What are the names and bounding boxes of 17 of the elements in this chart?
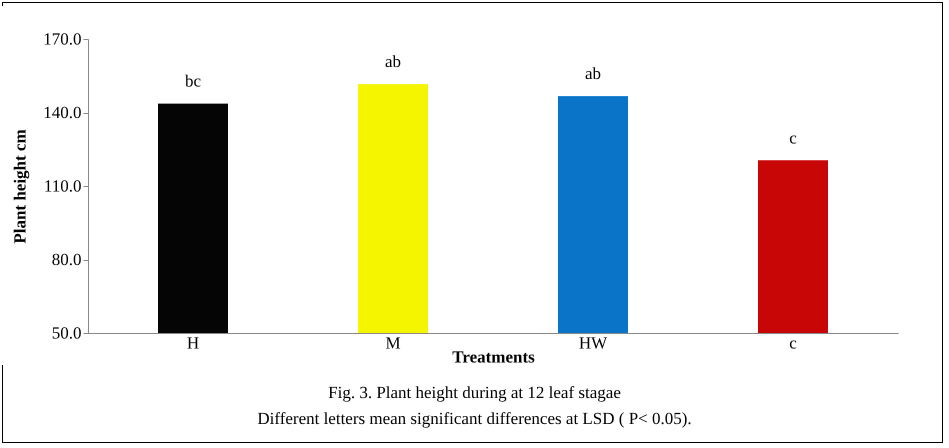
annotation: ab	[384, 52, 402, 72]
y-tick-label: 110.0	[44, 176, 82, 196]
y-tick-label: 170.0	[43, 30, 82, 48]
x-tick-label: H	[186, 334, 200, 352]
annotation: c	[789, 128, 798, 148]
x-tick-label: M	[385, 334, 401, 352]
text: Different letters mean significant differences at LSD ( P< 0.05).	[256, 408, 693, 430]
y-tick-label: 80.0	[52, 250, 82, 269]
x-tick-label: c	[789, 334, 798, 352]
annotation: bc	[184, 72, 202, 91]
x-tick-label: HW	[578, 334, 608, 352]
caption: Fig. 3. Plant height during at 12 leaf stagae	[327, 382, 622, 404]
y-tick-label: 50.0	[52, 324, 82, 342]
x-axis-title: Treatments	[452, 348, 536, 366]
y-axis-title: Plant height cm	[10, 129, 30, 244]
y-tick-label: 140.0	[43, 103, 82, 122]
annotation: ab	[584, 64, 602, 84]
